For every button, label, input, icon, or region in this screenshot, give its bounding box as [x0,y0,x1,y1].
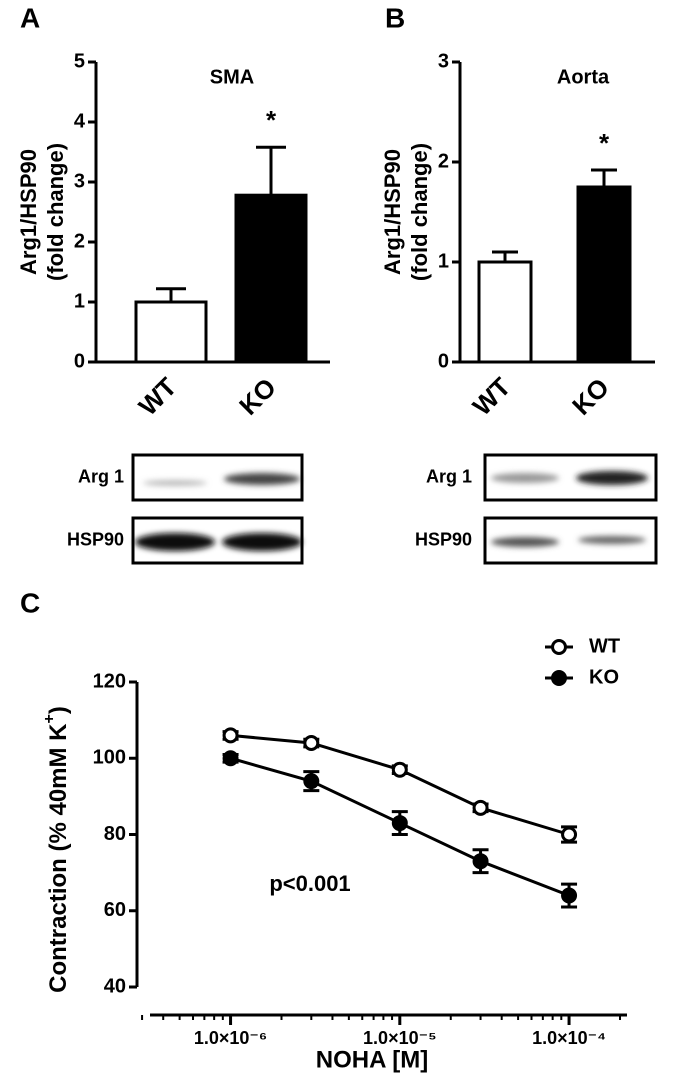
y-axis-label: Arg1/HSP90 [380,149,405,275]
x-tick-label: 1.0×10⁻⁶ [194,1028,267,1048]
y-tick-label: 60 [104,899,126,921]
data-point [303,735,320,751]
annotation: p<0.001 [269,871,350,896]
y-tick-label: 4 [74,110,86,132]
y-tick-label: 2 [438,150,449,172]
blot-label: HSP90 [67,529,124,549]
data-point [391,761,408,778]
blot-label: Arg 1 [78,466,124,486]
legend-marker [551,639,567,655]
x-tick-label: KO [566,372,615,421]
y-axis-label: (fold change) [407,143,432,281]
blot-frame [483,516,658,565]
x-tick-label: 1.0×10⁻⁵ [363,1028,437,1048]
panel-letter: B [385,2,405,33]
data-point [472,853,489,870]
y-tick-label: 3 [438,50,449,72]
y-tick-label: 80 [104,823,126,845]
y-axis-label: Contraction (% 40mM K+) [41,706,72,993]
y-tick-label: 120 [93,670,126,692]
y-tick-label: 2 [74,230,85,252]
y-tick-label: 5 [74,50,85,72]
x-axis-label: NOHA [M] [316,1046,428,1073]
bar [234,193,308,364]
y-tick-label: 0 [438,350,449,372]
significance-label: * [599,128,610,158]
y-tick-label: 3 [74,170,85,192]
blot-frame [483,453,658,502]
blot-bands [135,471,648,551]
data-point [561,826,578,843]
bar [576,185,632,364]
blot-frame [131,516,304,565]
data-point [303,773,320,790]
y-axis-label: Arg1/HSP90 [16,149,41,275]
x-tick-label: KO [233,372,282,421]
data-point [222,727,239,744]
x-tick-label: WT [467,372,517,422]
data-point [391,815,408,832]
blot-frame [131,453,304,502]
bar [134,300,208,364]
y-tick-label: 40 [104,975,126,997]
y-tick-label: 0 [74,350,85,372]
y-axis-label-main: Contraction (% 40mM K [45,723,72,993]
panel-letter: C [20,587,40,618]
y-tick-label: 100 [93,747,126,769]
panel-letter: A [20,2,40,33]
x-tick-label: 1.0×10⁻⁴ [532,1028,606,1048]
legend-label: WT [589,635,620,657]
bar [477,260,533,364]
chart-title: Aorta [557,66,610,88]
legend-label: KO [589,666,619,688]
significance-label: * [266,105,277,135]
y-axis-label-sup: + [41,714,58,723]
data-point [472,799,489,816]
y-axis-label-close: ) [45,706,72,714]
y-tick-label: 1 [438,250,449,272]
chart-title: SMA [210,66,254,88]
blot-label: HSP90 [415,529,472,549]
data-point [561,887,578,904]
legend-marker [551,670,567,686]
y-tick-label: 1 [74,290,85,312]
y-axis-label: (fold change) [43,143,68,281]
x-tick-label: WT [133,372,183,422]
blot-label: Arg 1 [426,466,472,486]
data-point [222,750,239,767]
